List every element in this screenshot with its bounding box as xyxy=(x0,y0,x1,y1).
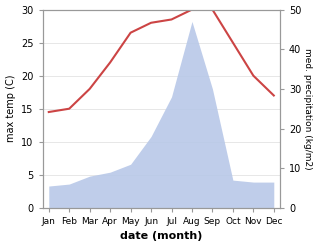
Y-axis label: med. precipitation (kg/m2): med. precipitation (kg/m2) xyxy=(303,48,313,169)
X-axis label: date (month): date (month) xyxy=(120,231,203,242)
Y-axis label: max temp (C): max temp (C) xyxy=(5,75,16,143)
